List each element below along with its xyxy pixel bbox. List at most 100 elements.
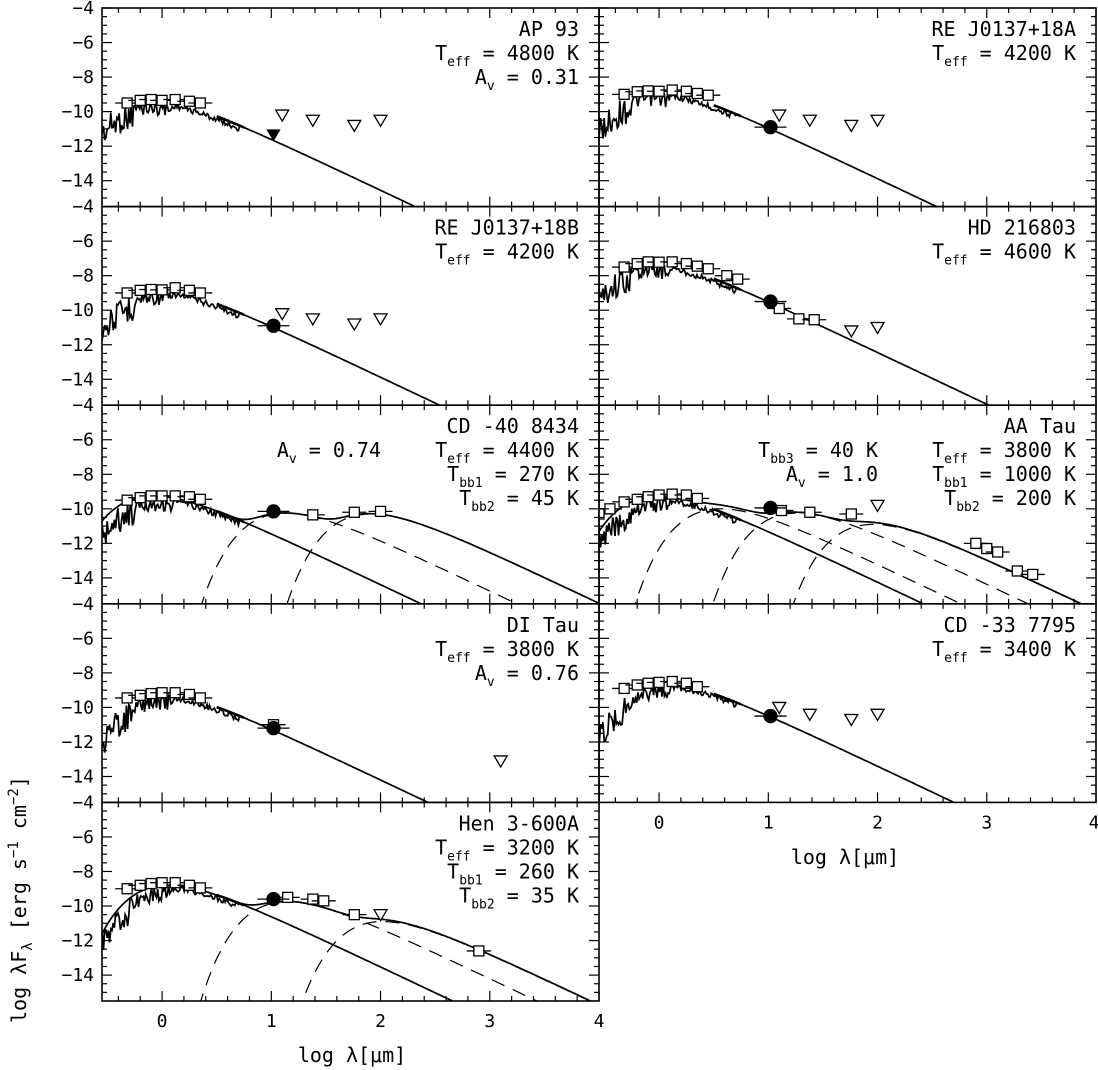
y-axis-title-close: ] [7,776,31,788]
upper-limit-point [802,114,818,128]
panel-annotation: RE J0137+18B [435,216,580,240]
upper-limit-point [869,114,886,128]
x-tick-label: 3 [484,1011,495,1032]
y-tick-label: −14 [61,171,94,192]
filled-circle-point [257,504,290,519]
annotation-value: = 35 K [495,883,579,907]
y-tick-label: −10 [61,102,94,123]
annotation-value: = 4600 K [968,240,1076,264]
y-tick-label: −10 [61,697,94,718]
annotation-subscript: bb2 [956,500,979,515]
annotation-subscript: v [487,675,495,690]
panel-annotation: Tbb1 = 270 K [447,462,579,491]
upper-limit-point [493,755,509,769]
photosphere-model-line [599,682,956,803]
x-tick-label: 2 [375,1011,386,1032]
panel-annotation: Teff = 3200 K [435,835,579,864]
photometry-point [1005,565,1030,577]
panel-plot-area [102,93,418,207]
annotation-subscript: eff [447,254,470,269]
y-tick-label: −6 [72,33,94,54]
annotation-symbol: T [435,240,447,264]
photometry-point [725,273,750,285]
spectrum-segment [713,277,742,292]
upper-limit-point [869,499,886,513]
annotation-subscript: eff [944,55,967,70]
x-tick-label: 2 [872,812,883,833]
panel-annotation: CD -40 8434 [447,414,579,438]
y-tick-label: −12 [61,136,94,157]
photosphere-model-line [102,288,442,406]
panel-plot-area [599,256,991,406]
annotation-symbol: T [435,41,447,65]
filled-circle-point [754,500,787,516]
photometry-point [839,508,864,520]
y-tick-label: −4 [72,792,94,813]
annotation-subscript: v [289,452,297,467]
y-tick-label: −4 [72,594,94,615]
upper-limit-point [843,119,859,133]
annotation-subscript: v [798,476,806,491]
panel-annotation: RE J0137+18A [932,17,1077,41]
annotation-symbol: T [932,240,944,264]
annotation-symbol: T [944,486,956,510]
photometry-point [660,256,685,268]
photometry-point [163,490,188,502]
x-axis-title-bottom-left: log λ[μm] [298,1043,406,1067]
panel-annotation: Teff = 4200 K [932,41,1076,70]
y-tick-label: −12 [61,335,94,356]
panel-annotation: Av = 0.76 [475,661,579,690]
y-axis-title-mid: cm [7,805,31,841]
annotation-subscript: bb1 [459,476,482,491]
photometry-point [696,89,721,101]
photometry-point [163,282,188,294]
panel-annotation: DI Tau [507,613,579,637]
x-tick-label: 1 [266,1011,277,1032]
photometry-point [696,263,721,275]
photometry-point [163,877,188,889]
annotation-symbol: T [447,462,459,486]
photometry-point [466,945,491,957]
photometry-point [300,509,325,521]
y-tick-label: −14 [61,369,94,390]
photosphere-model-line [599,88,939,207]
y-tick-label: −4 [72,0,94,19]
photometry-point [786,313,811,325]
annotation-subscript: v [487,79,495,94]
photometry-point [797,506,822,518]
blackbody-component-1 [200,901,539,1002]
spectrum-segment [216,115,245,129]
filled-circle-point [754,294,787,309]
x-tick-label: 3 [981,812,992,833]
panel-annotation: Teff = 4400 K [435,438,579,467]
annotation-symbol: T [932,438,944,462]
photometry-point [660,675,685,688]
x-tick-label: 0 [157,1011,168,1032]
annotation-value: = 4200 K [968,41,1076,65]
annotation-symbol: T [435,835,447,859]
annotation-value: = 4200 K [471,240,579,264]
photometry-point [368,505,393,518]
y-tick-label: −6 [72,231,94,252]
y-tick-label: −10 [61,499,94,520]
panel-annotation: Av = 1.0 [786,462,878,491]
annotation-subscript: bb3 [770,452,793,467]
panel-annotation: Teff = 3400 K [932,637,1076,666]
y-axis-title-sub: λ [20,942,36,950]
panel-plot-area [102,490,599,604]
spectrum-segment [713,692,742,706]
panel-annotation: Av = 0.74 [277,438,381,467]
y-axis-title-exp2: −2 [6,788,22,805]
annotation-value: = 200 K [980,486,1076,510]
panel-plot-area [599,488,1084,604]
panel-annotation: AA Tau [1004,414,1076,438]
annotation-value: = 40 K [794,438,878,462]
panel-annotation: Teff = 3800 K [435,637,579,666]
annotation-value: = 4400 K [471,438,579,462]
photometry-point [660,488,685,500]
photometry-point [685,681,710,693]
annotation-symbol: A [277,438,289,462]
